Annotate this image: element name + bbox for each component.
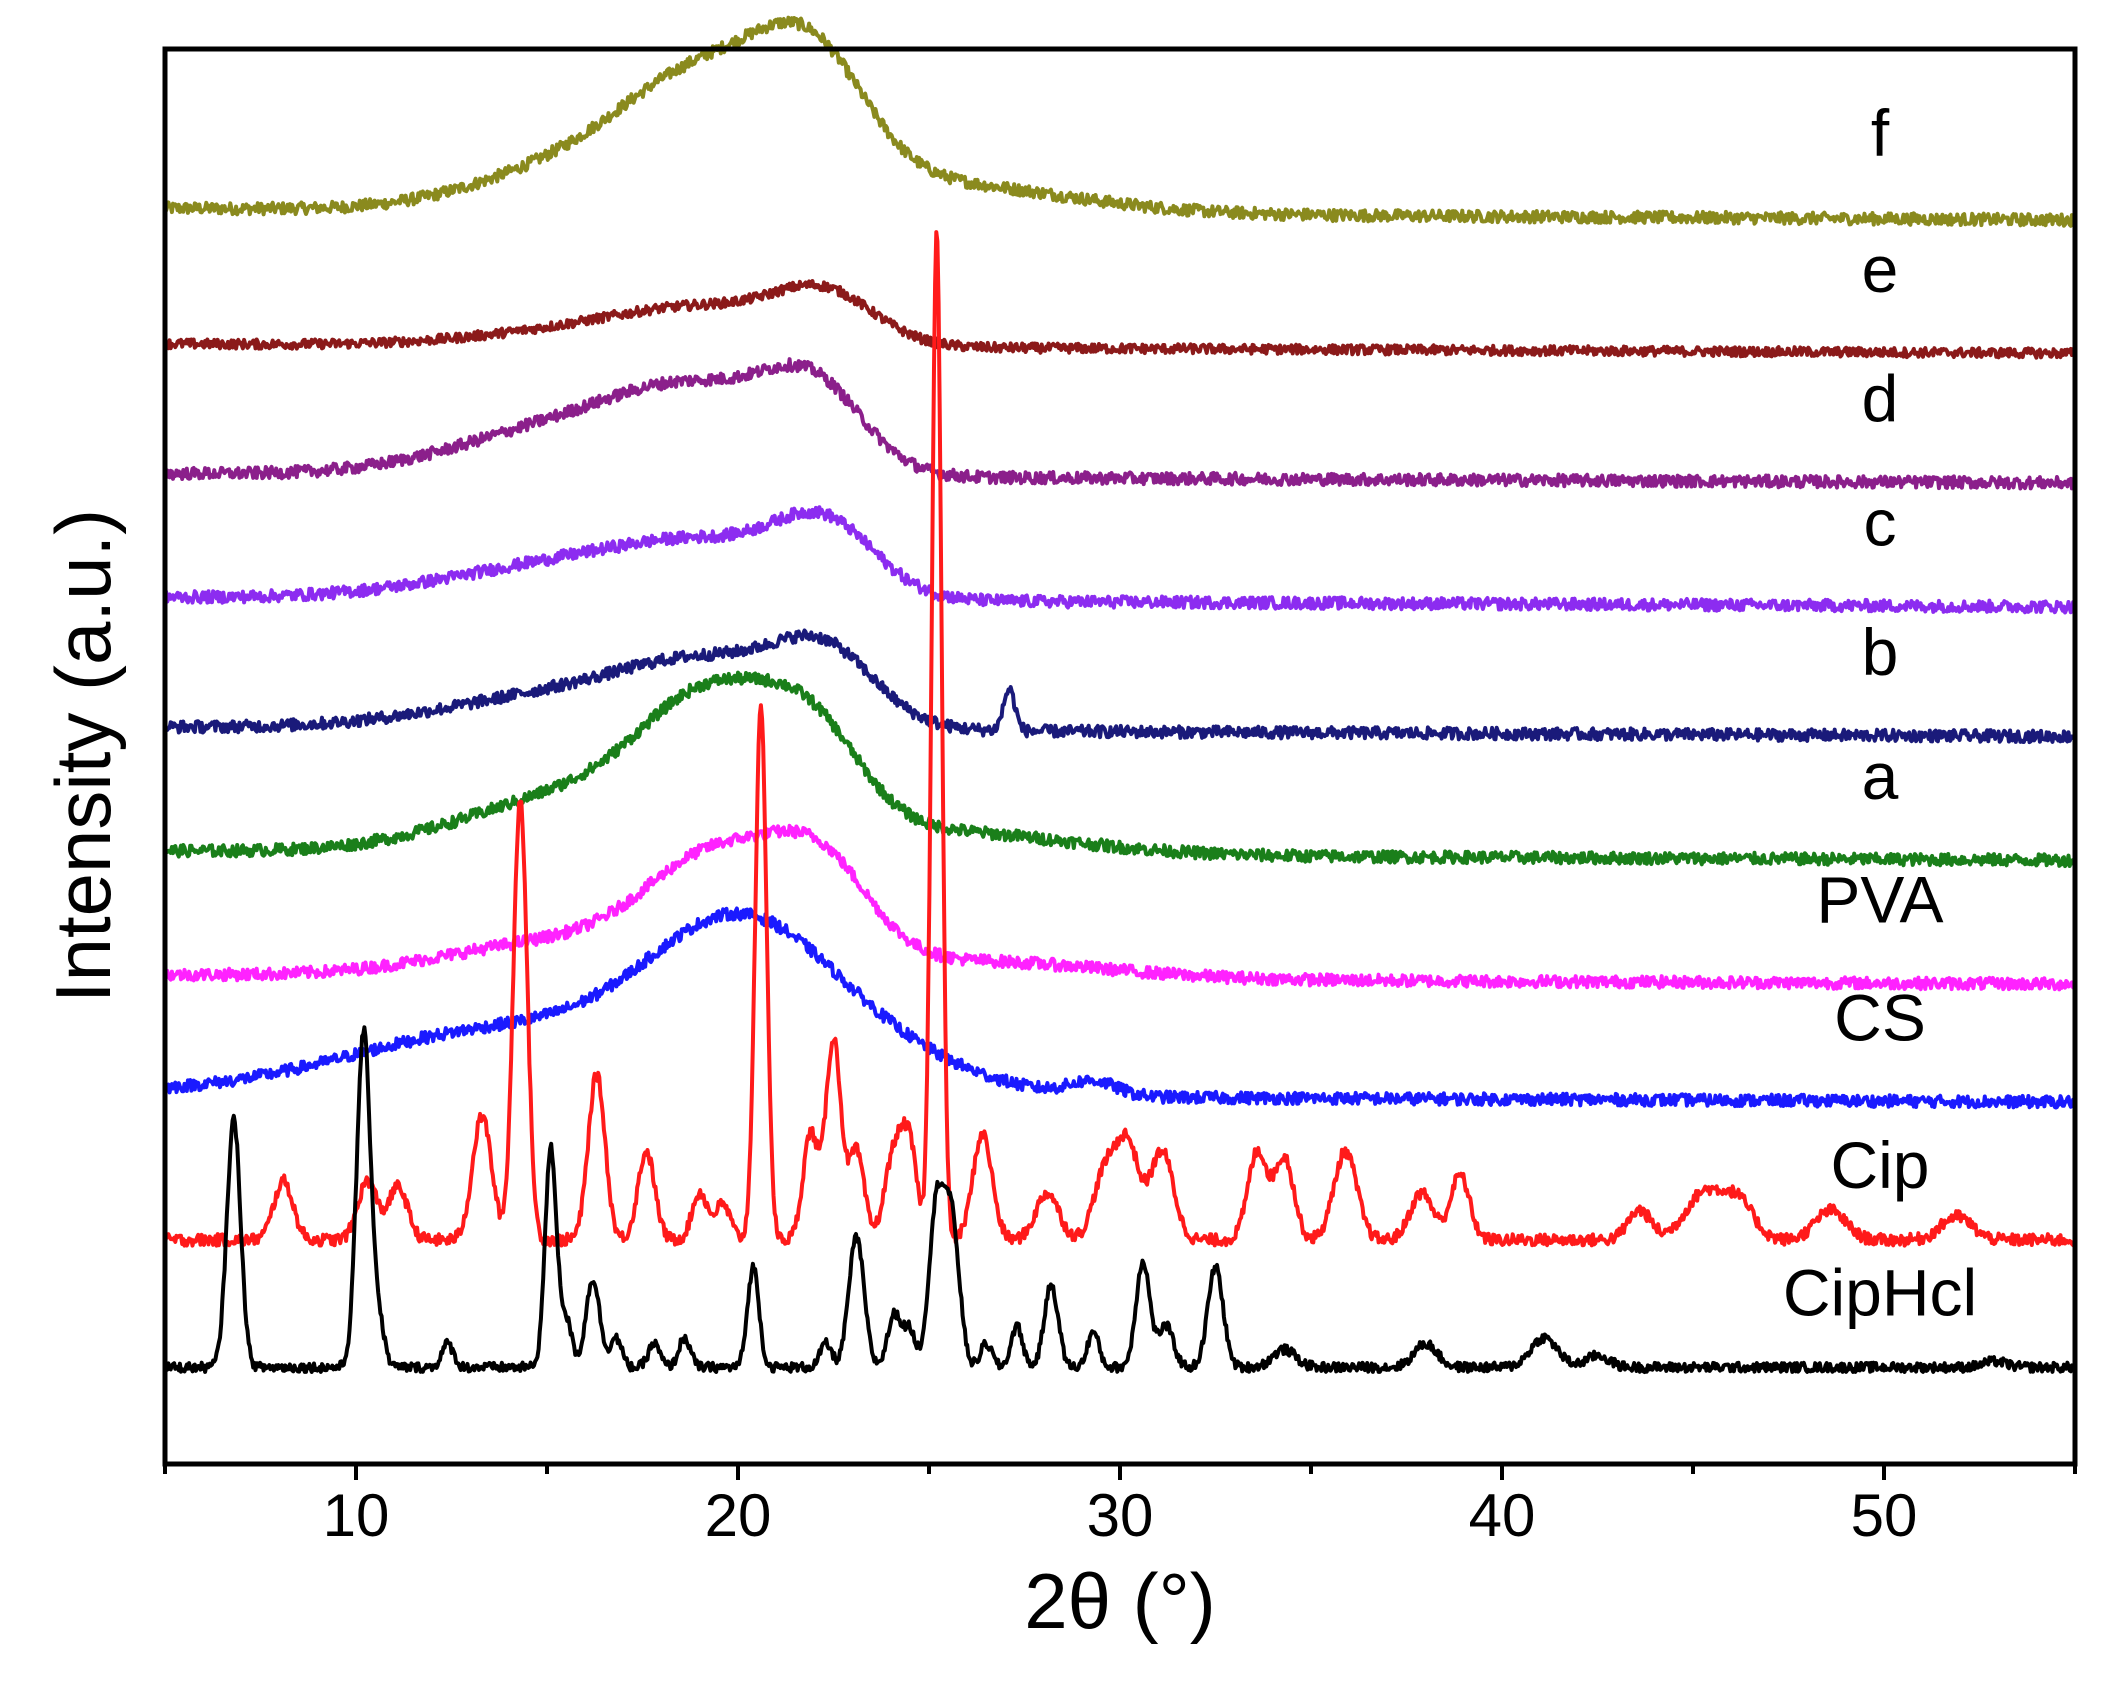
series-label-cip: Cip: [1830, 1128, 1929, 1202]
x-tick-label: 50: [1851, 1482, 1918, 1549]
traces-group: [163, 15, 2077, 1374]
series-label-e: e: [1862, 232, 1899, 306]
x-tick-label: 30: [1087, 1482, 1154, 1549]
series-label-b: b: [1862, 615, 1899, 689]
series-label-ciphcl: CipHcl: [1783, 1255, 1977, 1329]
x-ticks-group: 10 20 30 40 50: [163, 1464, 2077, 1549]
series-label-pva: PVA: [1816, 863, 1943, 937]
series-line-cs: [163, 906, 2077, 1110]
plot-frame: [162, 46, 2078, 1467]
series-label-a: a: [1862, 739, 1899, 813]
x-tick-label: 10: [323, 1482, 390, 1549]
series-label-c: c: [1864, 485, 1897, 559]
series-line-b: [163, 628, 2077, 745]
series-line-f: [163, 15, 2077, 228]
x-tick-label: 20: [705, 1482, 772, 1549]
series-line-pva: [163, 823, 2077, 992]
series-line-e: [163, 279, 2077, 360]
series-line-a: [163, 670, 2077, 869]
y-axis-title: Intensity (a.u.): [39, 509, 127, 1003]
x-tick-label: 40: [1469, 1482, 1536, 1549]
series-line-c: [163, 505, 2077, 615]
series-line-ciphcl: [163, 1025, 2077, 1374]
x-axis-title: 2θ (°): [1024, 1557, 1216, 1645]
series-line-d: [163, 357, 2077, 491]
series-line-cip: [163, 230, 2077, 1248]
series-label-f: f: [1871, 96, 1890, 170]
series-label-d: d: [1862, 362, 1899, 436]
series-label-cs: CS: [1834, 981, 1926, 1055]
